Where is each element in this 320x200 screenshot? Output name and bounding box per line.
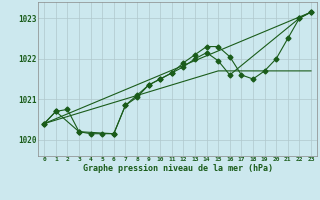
X-axis label: Graphe pression niveau de la mer (hPa): Graphe pression niveau de la mer (hPa) [83,164,273,173]
